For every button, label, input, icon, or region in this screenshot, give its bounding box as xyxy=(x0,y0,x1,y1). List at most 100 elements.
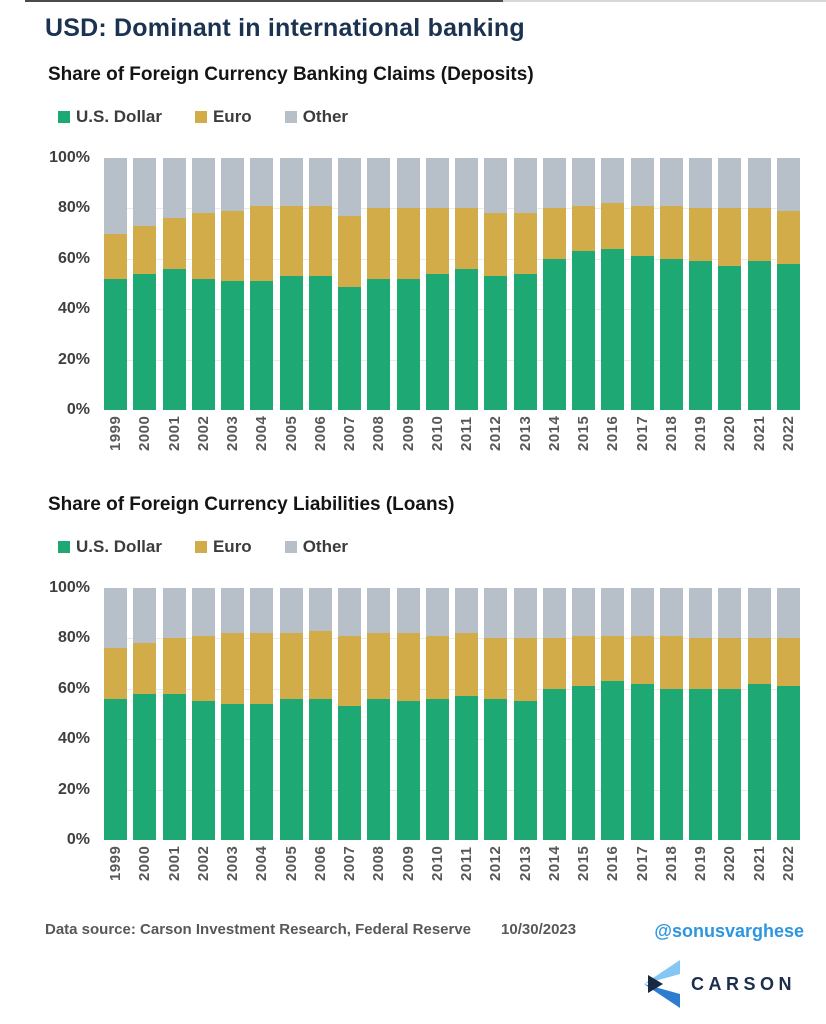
x-tick-label: 2016 xyxy=(604,846,622,882)
plot-row: 100% 80% 60% 40% 20% 0% xyxy=(0,579,826,848)
stacked-bar xyxy=(191,158,215,410)
x-tick-label: 2010 xyxy=(428,416,446,452)
stacked-bar xyxy=(133,158,157,410)
bar-segment-other xyxy=(308,158,332,206)
x-tick-label: 2008 xyxy=(370,846,388,882)
bar-segment-other xyxy=(191,158,215,214)
stacked-bar xyxy=(279,158,303,410)
stacked-bar xyxy=(747,588,771,840)
y-axis: 100% 80% 60% 40% 20% 0% xyxy=(0,579,104,848)
loans-legend: U.S. Dollar Euro Other xyxy=(58,536,826,558)
social-handle-link[interactable]: @sonusvarghese xyxy=(654,921,804,941)
bar-segment-other xyxy=(396,588,420,634)
bar-segment-euro xyxy=(689,638,712,689)
stacked-bar xyxy=(133,588,157,840)
bar-segment-usd xyxy=(191,278,215,410)
bar-segment-other xyxy=(689,158,712,209)
stacked-bar xyxy=(601,588,625,840)
gridlines xyxy=(104,588,800,840)
gridline xyxy=(104,739,800,741)
y-tick-label: 40% xyxy=(57,300,90,318)
gridline xyxy=(104,258,800,260)
bar-segment-euro xyxy=(308,205,332,277)
x-tick-label: 2004 xyxy=(253,846,271,882)
stacked-bar xyxy=(367,588,391,840)
bar-segment-usd xyxy=(221,703,244,840)
gridline xyxy=(104,789,800,791)
plot-area xyxy=(104,588,800,840)
bar-segment-euro xyxy=(455,208,478,269)
bar-segment-euro xyxy=(396,208,420,279)
legend-item-euro: Euro xyxy=(194,107,252,127)
bar-segment-other xyxy=(133,158,157,227)
bar-segment-usd xyxy=(630,683,654,840)
bar-segment-usd xyxy=(367,698,391,840)
bar-segment-usd xyxy=(162,268,186,410)
plot-area xyxy=(104,158,800,410)
stacked-bar xyxy=(162,588,186,840)
x-tick-label: 2005 xyxy=(282,416,300,452)
x-tick-label: 2008 xyxy=(370,416,388,452)
bar-segment-other xyxy=(338,158,361,216)
bar-segment-euro xyxy=(191,213,215,279)
x-tick-label: 1999 xyxy=(107,846,124,882)
gridline xyxy=(104,208,800,210)
bar-segment-euro xyxy=(513,213,537,274)
x-tick-label: 2007 xyxy=(341,416,358,452)
bar-segment-usd xyxy=(133,273,157,410)
bar-segment-euro xyxy=(484,638,508,699)
bar-segment-usd xyxy=(250,703,274,840)
bar-segment-other xyxy=(250,588,274,634)
bar-segment-other xyxy=(279,158,303,206)
bar-segment-euro xyxy=(425,635,449,699)
y-tick-label: 80% xyxy=(57,199,90,217)
bar-segment-usd xyxy=(250,281,274,410)
bar-segment-euro xyxy=(133,226,157,274)
bar-segment-usd xyxy=(367,278,391,410)
chart-section-loans: Share of Foreign Currency Liabilities (L… xyxy=(0,490,826,902)
stacked-bar xyxy=(747,158,771,410)
x-tick-label: 2000 xyxy=(136,416,154,452)
legend-item-usd: U.S. Dollar xyxy=(58,107,162,127)
x-axis-labels: 1999 2000 2001 2002 2003 2004 2005 2006 2007 2008… xyxy=(104,416,800,472)
data-source-text: Data source: Carson Investment Research,… xyxy=(45,921,472,938)
stacked-bar xyxy=(630,588,654,840)
gridlines xyxy=(104,158,800,410)
x-tick-label: 2022 xyxy=(779,416,797,452)
y-tick-label: 0% xyxy=(66,831,90,848)
stacked-bar xyxy=(659,158,683,410)
bar-segment-usd xyxy=(221,281,244,410)
bar-segment-other xyxy=(455,588,478,634)
bar-segment-usd xyxy=(133,693,157,840)
stacked-bar xyxy=(513,588,537,840)
bar-segment-usd xyxy=(308,276,332,410)
x-tick-label: 2011 xyxy=(458,416,475,451)
bar-segment-euro xyxy=(747,638,771,684)
bar-segment-euro xyxy=(572,205,595,252)
y-tick-label: 100% xyxy=(49,579,90,596)
bar-segment-other xyxy=(572,588,595,636)
y-tick-label: 60% xyxy=(57,679,90,697)
bar-segment-usd xyxy=(747,261,771,410)
bar-segment-euro xyxy=(308,630,332,699)
bar-segment-other xyxy=(484,158,508,214)
bar-segment-other xyxy=(747,588,771,639)
bar-segment-usd xyxy=(396,278,420,410)
bar-segment-usd xyxy=(484,698,508,840)
stacked-bar xyxy=(338,158,361,410)
y-tick-label: 20% xyxy=(57,780,90,798)
bar-segment-euro xyxy=(747,208,771,262)
bar-segment-euro xyxy=(513,638,537,702)
stacked-bar xyxy=(338,588,361,840)
x-tick-label: 2018 xyxy=(662,846,680,882)
bar-segment-other xyxy=(630,158,654,206)
y-tick-label: 20% xyxy=(57,350,90,368)
bar-segment-usd xyxy=(542,258,566,410)
y-tick-label: 100% xyxy=(49,149,90,166)
gridline xyxy=(104,688,800,690)
bar-segment-usd xyxy=(396,701,420,840)
gridline xyxy=(104,638,800,640)
legend-label-other: Other xyxy=(302,107,349,126)
stacked-bar xyxy=(279,588,303,840)
